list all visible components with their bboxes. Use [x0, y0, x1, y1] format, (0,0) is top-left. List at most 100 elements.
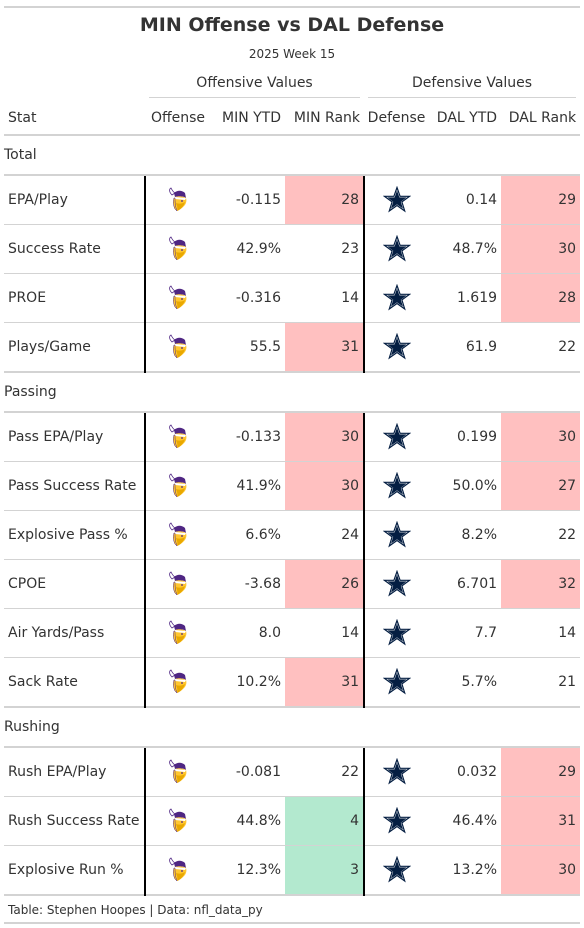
defense-logo-cell — [364, 658, 429, 708]
vikings-logo-icon — [166, 813, 192, 829]
cowboys-star-icon — [383, 241, 411, 257]
offense-logo-cell — [145, 511, 211, 560]
min-rank-value: 30 — [285, 412, 364, 462]
dal-rank-value: 22 — [501, 323, 580, 373]
dal-ytd-value: 5.7% — [429, 658, 501, 708]
stat-label: Air Yards/Pass — [4, 609, 145, 658]
defense-logo-cell — [364, 274, 429, 323]
dal-rank-value: 22 — [501, 511, 580, 560]
min-rank-value: 3 — [285, 846, 364, 896]
group-label: Passing — [4, 372, 580, 412]
vikings-logo-icon — [166, 576, 192, 592]
table-subtitle: 2025 Week 15 — [0, 47, 584, 61]
column-header-stat: Stat — [4, 102, 145, 135]
min-ytd-value: -0.081 — [211, 747, 285, 797]
min-rank-value: 4 — [285, 797, 364, 846]
defense-logo-cell — [364, 797, 429, 846]
offense-logo-cell — [145, 225, 211, 274]
dal-ytd-value: 46.4% — [429, 797, 501, 846]
cowboys-star-icon — [383, 290, 411, 306]
offense-logo-cell — [145, 323, 211, 373]
vikings-logo-icon — [166, 862, 192, 878]
vikings-logo-icon — [166, 764, 192, 780]
vikings-logo-icon — [166, 625, 192, 641]
defense-logo-cell — [364, 560, 429, 609]
table-row: Air Yards/Pass 8.0 14 — [4, 609, 580, 658]
table-row: Plays/Game 55.5 31 — [4, 323, 580, 373]
top-rule — [4, 6, 580, 8]
spanner-offensive-values: Offensive Values — [145, 70, 364, 102]
bottom-rule — [4, 922, 580, 924]
stat-label: Rush Success Rate — [4, 797, 145, 846]
min-ytd-value: 8.0 — [211, 609, 285, 658]
column-header-min-rank: MIN Rank — [285, 102, 364, 135]
cowboys-star-icon — [383, 674, 411, 690]
dal-ytd-value: 7.7 — [429, 609, 501, 658]
stat-label: Success Rate — [4, 225, 145, 274]
spanner-row: Offensive Values Defensive Values — [4, 70, 580, 102]
min-rank-value: 14 — [285, 274, 364, 323]
dal-rank-value: 30 — [501, 225, 580, 274]
table-row: Pass Success Rate 41.9% 30 — [4, 462, 580, 511]
table-row: Rush Success Rate 44.8% 4 — [4, 797, 580, 846]
min-rank-value: 31 — [285, 658, 364, 708]
group-header-total: Total — [4, 135, 580, 175]
vikings-logo-icon — [166, 192, 192, 208]
column-header-row: Stat Offense MIN YTD MIN Rank Defense DA… — [4, 102, 580, 135]
table-row: Explosive Pass % 6.6% 24 — [4, 511, 580, 560]
dal-rank-value: 30 — [501, 846, 580, 896]
column-header-dal-rank: DAL Rank — [501, 102, 580, 135]
dal-ytd-value: 0.032 — [429, 747, 501, 797]
min-ytd-value: -0.316 — [211, 274, 285, 323]
dal-ytd-value: 8.2% — [429, 511, 501, 560]
spanner-defensive-values: Defensive Values — [364, 70, 580, 102]
min-ytd-value: 10.2% — [211, 658, 285, 708]
table-row: Pass EPA/Play -0.133 30 — [4, 412, 580, 462]
defense-logo-cell — [364, 747, 429, 797]
min-ytd-value: -0.115 — [211, 175, 285, 225]
dal-rank-value: 29 — [501, 747, 580, 797]
vikings-logo-icon — [166, 527, 192, 543]
dal-rank-value: 32 — [501, 560, 580, 609]
min-rank-value: 30 — [285, 462, 364, 511]
vikings-logo-icon — [166, 429, 192, 445]
defense-logo-cell — [364, 412, 429, 462]
dal-ytd-value: 48.7% — [429, 225, 501, 274]
source-note: Table: Stephen Hoopes | Data: nfl_data_p… — [8, 903, 263, 917]
stat-label: Plays/Game — [4, 323, 145, 373]
cowboys-star-icon — [383, 527, 411, 543]
vikings-logo-icon — [166, 241, 192, 257]
table-title: MIN Offense vs DAL Defense — [0, 14, 584, 36]
column-header-min-ytd: MIN YTD — [211, 102, 285, 135]
min-ytd-value: -0.133 — [211, 412, 285, 462]
offense-logo-cell — [145, 797, 211, 846]
min-ytd-value: 12.3% — [211, 846, 285, 896]
min-ytd-value: -3.68 — [211, 560, 285, 609]
cowboys-star-icon — [383, 429, 411, 445]
cowboys-star-icon — [383, 192, 411, 208]
defense-logo-cell — [364, 462, 429, 511]
stat-label: Explosive Run % — [4, 846, 145, 896]
dal-ytd-value: 6.701 — [429, 560, 501, 609]
offense-logo-cell — [145, 560, 211, 609]
cowboys-star-icon — [383, 576, 411, 592]
table-row: Explosive Run % 12.3% 3 — [4, 846, 580, 896]
dal-rank-value: 27 — [501, 462, 580, 511]
cowboys-star-icon — [383, 625, 411, 641]
vikings-logo-icon — [166, 290, 192, 306]
cowboys-star-icon — [383, 478, 411, 494]
stat-label: Pass Success Rate — [4, 462, 145, 511]
table-row: EPA/Play -0.115 28 — [4, 175, 580, 225]
group-header-passing: Passing — [4, 372, 580, 412]
table-row: Rush EPA/Play -0.081 22 — [4, 747, 580, 797]
vikings-logo-icon — [166, 674, 192, 690]
column-header-defense: Defense — [364, 102, 429, 135]
group-header-rushing: Rushing — [4, 707, 580, 747]
defense-logo-cell — [364, 846, 429, 896]
defense-logo-cell — [364, 323, 429, 373]
cowboys-star-icon — [383, 862, 411, 878]
defense-logo-cell — [364, 511, 429, 560]
defense-logo-cell — [364, 175, 429, 225]
min-rank-value: 22 — [285, 747, 364, 797]
offense-logo-cell — [145, 846, 211, 896]
